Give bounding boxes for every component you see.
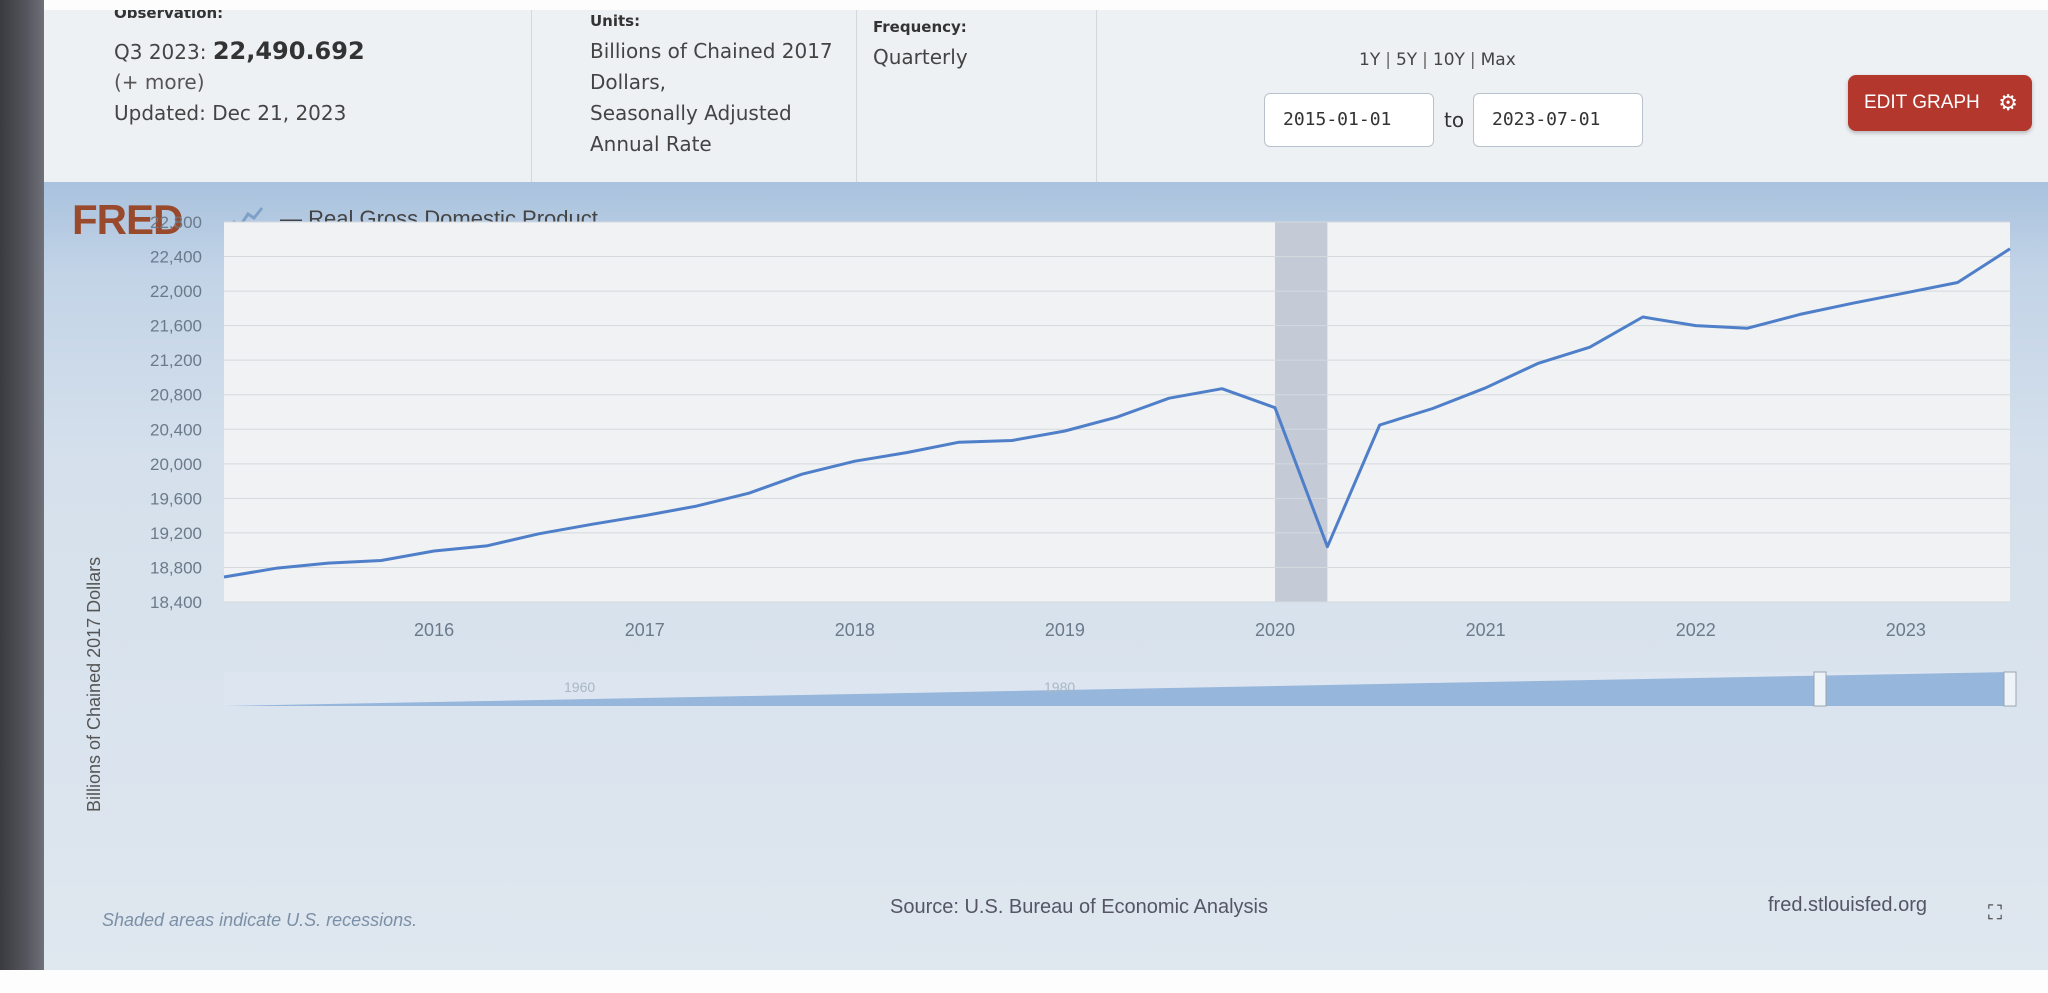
gdp-series-line: [223, 247, 2011, 579]
x-tick-label: 2021: [1466, 620, 1506, 640]
y-tick-label: 21,200: [150, 351, 202, 370]
source-credit: Source: U.S. Bureau of Economic Analysis: [890, 896, 1268, 918]
updated-date: Updated: Dec 21, 2023: [114, 101, 347, 125]
x-tick-label: 2023: [1886, 620, 1926, 640]
edit-graph-button[interactable]: EDIT GRAPH ⚙: [1848, 75, 2032, 131]
units-line-2: Dollars,: [590, 70, 667, 94]
date-range-shortcuts: 1Y | 5Y | 10Y | Max: [1359, 50, 1516, 70]
x-tick-label: 2018: [835, 620, 875, 640]
edit-graph-label: EDIT GRAPH: [1864, 92, 1980, 113]
x-tick-label: 2022: [1676, 620, 1716, 640]
y-tick-label: 21,600: [150, 317, 202, 336]
units-line-3: Seasonally Adjusted: [590, 101, 792, 125]
y-tick-label: 20,000: [150, 455, 202, 474]
observation-line: Q3 2023: 22,490.692: [114, 36, 365, 68]
units-line-1: Billions of Chained 2017: [590, 39, 833, 63]
navigator-year-label: 1960: [564, 679, 595, 695]
separator: |: [1385, 50, 1391, 70]
units-label: Units:: [590, 12, 641, 30]
x-tick-label: 2020: [1255, 620, 1295, 640]
separator: |: [1422, 50, 1428, 70]
frequency-label: Frequency:: [873, 18, 967, 36]
range-1y-link[interactable]: 1Y: [1359, 50, 1381, 70]
monitor-bezel: [0, 0, 44, 970]
observation-label: Observation:: [114, 10, 224, 22]
more-observations-link[interactable]: (+ more): [114, 70, 205, 94]
navigator-area: [224, 672, 2010, 706]
x-tick-label: 2017: [625, 620, 665, 640]
y-tick-label: 22,800: [150, 213, 202, 232]
range-max-link[interactable]: Max: [1480, 50, 1516, 70]
observation-column: Observation: Q3 2023: 22,490.692 (+ more…: [114, 10, 574, 182]
graph-panel: FRED — Real Gross Domestic Product Billi…: [44, 182, 2048, 970]
to-label: to: [1444, 108, 1465, 132]
navigator-handle-left: [1813, 671, 1827, 707]
fullscreen-icon[interactable]: ⛶: [1988, 900, 2002, 924]
end-date-input[interactable]: 2023-07-01: [1473, 93, 1643, 147]
gear-icon: ⚙: [1998, 90, 2018, 115]
y-tick-label: 18,400: [150, 593, 202, 612]
observation-value: 22,490.692: [212, 37, 365, 65]
y-tick-label: 19,600: [150, 489, 202, 508]
column-divider: [1096, 10, 1098, 182]
y-tick-label: 22,000: [150, 282, 202, 301]
range-5y-link[interactable]: 5Y: [1395, 50, 1418, 70]
observation-period: Q3 2023:: [114, 40, 207, 64]
recession-shade: [1274, 222, 1328, 602]
frequency-column: Frequency: Quarterly: [856, 10, 1096, 182]
recession-note: Shaded areas indicate U.S. recessions.: [102, 910, 418, 930]
separator: |: [1469, 50, 1476, 70]
y-tick-label: 19,200: [150, 524, 202, 543]
y-tick-label: 20,400: [150, 420, 202, 439]
gdp-line-chart[interactable]: 18,400 18,800 19,200 19,600 20,000 20,400 20,8…: [44, 182, 2048, 970]
fred-graph-screen: Observation: Q3 2023: 22,490.692 (+ more…: [44, 10, 2048, 970]
navigator-handle-right: [2003, 671, 2017, 707]
frequency-value: Quarterly: [873, 45, 968, 69]
y-tick-label: 22,400: [150, 248, 202, 267]
start-date-input[interactable]: 2015-01-01: [1264, 93, 1434, 147]
y-tick-label: 18,800: [150, 558, 202, 577]
fred-logo: FRED: [72, 196, 183, 243]
y-tick-label: 20,800: [150, 386, 202, 405]
x-tick-label: 2016: [414, 620, 454, 640]
x-tick-label: 2019: [1045, 620, 1085, 640]
range-10y-link[interactable]: 10Y: [1432, 50, 1465, 70]
units-line-4: Annual Rate: [590, 132, 712, 156]
navigator-year-label: 1980: [1044, 679, 1075, 695]
units-column: Units: Billions of Chained 2017 Dollars,…: [531, 10, 856, 182]
fred-url-link[interactable]: fred.stlouisfed.org: [1768, 894, 1927, 916]
